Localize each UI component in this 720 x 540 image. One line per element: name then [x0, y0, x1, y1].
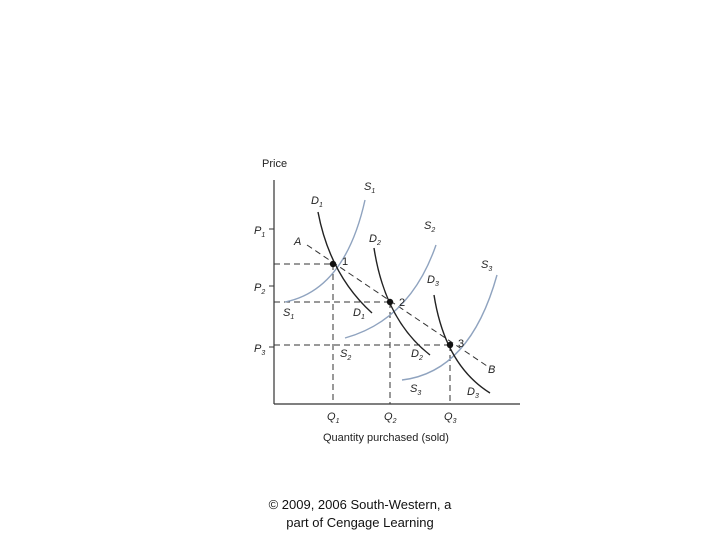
d1-top-label: D1	[311, 195, 323, 209]
p3-label: P3	[254, 343, 265, 357]
y-axis-label: Price	[262, 158, 287, 170]
p2-label: P2	[254, 282, 265, 296]
d1-bottom-label: D1	[353, 307, 365, 321]
point-1-label: 1	[342, 256, 348, 268]
trend-line-ab	[306, 244, 491, 369]
x-axis-label: Quantity purchased (sold)	[323, 432, 449, 444]
equilibrium-point-3	[446, 341, 454, 349]
copyright-line-1: © 2009, 2006 South-Western, a	[268, 497, 452, 512]
d3-bottom-label: D3	[467, 386, 479, 400]
demand-curve-d1	[317, 211, 373, 314]
point-2-label: 2	[399, 297, 405, 309]
copyright-notice: © 2009, 2006 South-Western, a part of Ce…	[0, 496, 720, 532]
d3-top-label: D3	[427, 274, 439, 288]
p1-label: P1	[254, 225, 265, 239]
s2-top-label: S2	[424, 220, 435, 234]
s1-bottom-label: S1	[283, 307, 294, 321]
demand-curve-d2	[373, 247, 431, 356]
q1-label: Q1	[327, 411, 340, 425]
s1-top-label: S1	[364, 181, 375, 195]
equilibrium-point-2	[386, 298, 394, 306]
trend-label-b: B	[488, 364, 495, 376]
demand-curve-d3	[433, 294, 491, 394]
point-3-label: 3	[458, 338, 464, 350]
s3-bottom-label: S3	[410, 383, 421, 397]
trend-label-a: A	[293, 236, 301, 248]
supply-curve-s2	[344, 244, 437, 339]
d2-top-label: D2	[369, 233, 381, 247]
q2-label: Q2	[384, 411, 397, 425]
supply-curve-s3	[401, 274, 498, 381]
q3-label: Q3	[444, 411, 457, 425]
equilibrium-point-1	[329, 260, 337, 268]
s2-bottom-label: S2	[340, 348, 351, 362]
copyright-line-2: part of Cengage Learning	[286, 515, 434, 530]
supply-curve-s1	[284, 199, 366, 303]
s3-top-label: S3	[481, 259, 492, 273]
d2-bottom-label: D2	[411, 348, 423, 362]
